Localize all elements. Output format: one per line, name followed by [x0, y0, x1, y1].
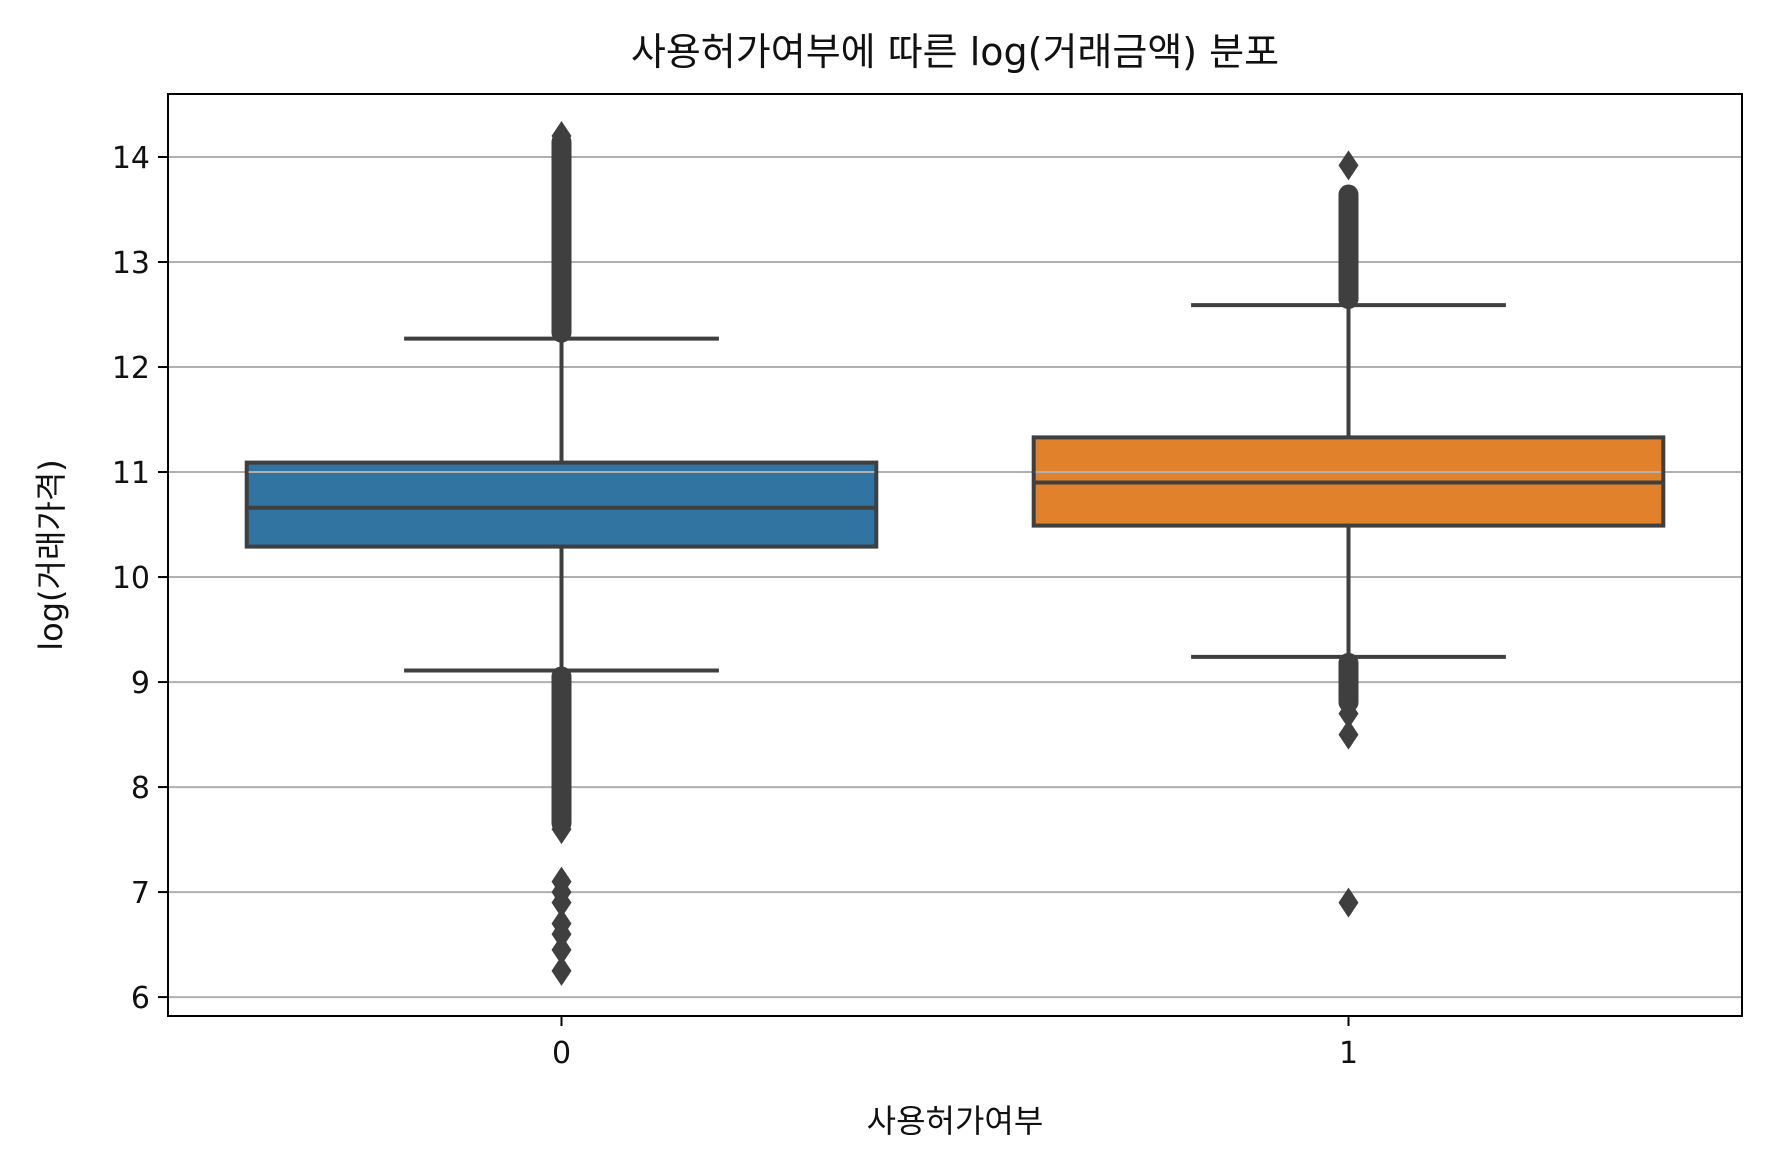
y-tick-label: 11: [112, 456, 150, 491]
y-tick-label: 12: [112, 351, 150, 386]
outlier-marker: [1338, 698, 1359, 729]
grid-lines: [168, 156, 1742, 999]
lower-outlier-cluster: [551, 666, 572, 834]
box-group-1: [1031, 150, 1666, 918]
outlier-marker: [551, 955, 572, 986]
y-tick-label: 10: [112, 561, 150, 596]
box-iqr: [244, 460, 879, 549]
outlier-marker: [551, 793, 572, 824]
outlier-marker: [551, 934, 572, 965]
outlier-marker: [1338, 887, 1359, 918]
chart-title: 사용허가여부에 따른 log(거래금액) 분포: [631, 30, 1279, 74]
x-tick-label: 0: [552, 1036, 571, 1071]
outlier-marker: [1338, 719, 1359, 750]
y-tick-label: 14: [112, 141, 150, 176]
box-group-0: [244, 121, 879, 986]
plot-frame: [167, 93, 1743, 1017]
y-tick-label: 9: [131, 666, 150, 701]
y-tick-label: 8: [131, 771, 150, 806]
outlier-marker: [551, 919, 572, 950]
y-tick-label: 13: [112, 246, 150, 281]
x-tick-label: 1: [1339, 1036, 1358, 1071]
outlier-marker: [551, 887, 572, 918]
x-axis-label: 사용허가여부: [867, 1102, 1044, 1140]
upper-outlier-cluster: [551, 132, 572, 343]
y-axis-label: log(거래가격): [32, 459, 70, 651]
y-tick-label: 7: [131, 876, 150, 911]
outlier-marker: [1338, 150, 1359, 181]
lower-outlier-cluster: [1338, 652, 1359, 713]
outlier-marker: [551, 814, 572, 845]
y-axis: 6 7 8 9 10 11 12 13 14: [112, 141, 168, 1016]
box-plots: [244, 121, 1666, 986]
upper-outlier-cluster: [1338, 184, 1359, 310]
y-tick-label: 6: [131, 981, 150, 1016]
outlier-marker: [551, 121, 572, 152]
